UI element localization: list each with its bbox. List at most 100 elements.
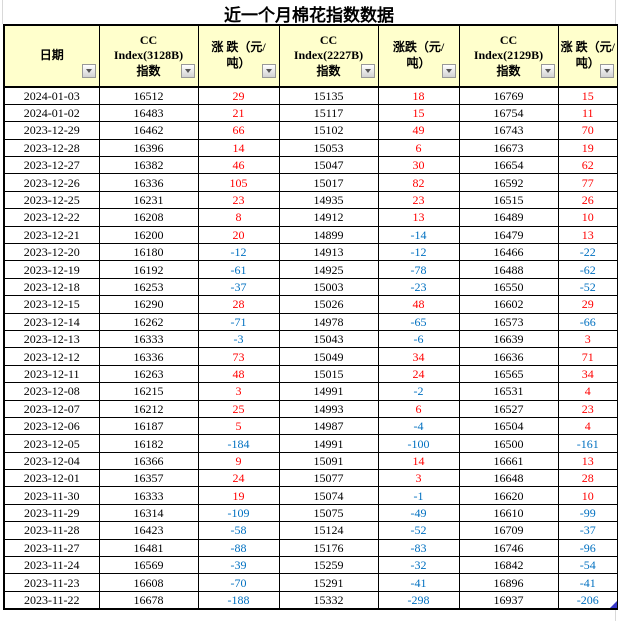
change-value-cell[interactable]: -2 xyxy=(377,382,460,401)
change-value-cell[interactable]: 62 xyxy=(557,156,618,175)
change-value-cell[interactable]: -41 xyxy=(377,573,460,592)
date-cell[interactable]: 2023-12-01 xyxy=(3,469,100,488)
autofilter-button-cc-index-2129b[interactable] xyxy=(540,64,555,78)
index-value-cell[interactable]: 14978 xyxy=(278,312,379,331)
index-value-cell[interactable]: 16592 xyxy=(458,173,559,192)
index-value-cell[interactable]: 16515 xyxy=(458,190,559,210)
change-value-cell[interactable]: 10 xyxy=(557,486,618,505)
change-value-cell[interactable]: -37 xyxy=(557,521,618,540)
index-value-cell[interactable]: 16466 xyxy=(458,243,559,262)
change-value-cell[interactable]: -41 xyxy=(557,573,618,592)
change-value-cell[interactable]: 3 xyxy=(197,382,280,401)
change-value-cell[interactable]: -184 xyxy=(197,434,280,453)
change-value-cell[interactable]: 13 xyxy=(557,225,618,245)
date-cell[interactable]: 2023-12-21 xyxy=(3,225,100,245)
change-value-cell[interactable]: 77 xyxy=(557,173,618,192)
index-value-cell[interactable]: 14991 xyxy=(278,382,379,401)
index-value-cell[interactable]: 16462 xyxy=(98,121,199,140)
change-value-cell[interactable]: -49 xyxy=(377,503,460,523)
change-value-cell[interactable]: 24 xyxy=(377,364,460,384)
date-cell[interactable]: 2023-12-26 xyxy=(3,173,100,192)
date-cell[interactable]: 2023-12-13 xyxy=(3,329,100,349)
index-value-cell[interactable]: 16673 xyxy=(458,138,559,158)
change-value-cell[interactable]: 26 xyxy=(557,190,618,210)
index-value-cell[interactable]: 14991 xyxy=(278,434,379,453)
change-value-cell[interactable]: -58 xyxy=(197,521,280,540)
index-value-cell[interactable]: 16396 xyxy=(98,138,199,158)
change-value-cell[interactable]: -4 xyxy=(377,416,460,436)
change-value-cell[interactable]: -83 xyxy=(377,538,460,558)
index-value-cell[interactable]: 16769 xyxy=(458,86,559,105)
index-value-cell[interactable]: 16602 xyxy=(458,295,559,314)
index-value-cell[interactable]: 16336 xyxy=(98,173,199,192)
date-cell[interactable]: 2023-12-14 xyxy=(3,312,100,331)
index-value-cell[interactable]: 15047 xyxy=(278,156,379,175)
date-cell[interactable]: 2023-12-29 xyxy=(3,121,100,140)
index-value-cell[interactable]: 16208 xyxy=(98,208,199,227)
column-header-change-3128b[interactable]: 涨 跌（元/ 吨） xyxy=(197,24,280,88)
column-header-change-2227b[interactable]: 涨跌（元/ 吨） xyxy=(377,24,460,88)
index-value-cell[interactable]: 16483 xyxy=(98,103,199,123)
index-value-cell[interactable]: 14935 xyxy=(278,190,379,210)
autofilter-button-cc-index-3128b[interactable] xyxy=(180,64,195,78)
change-value-cell[interactable]: 14 xyxy=(377,451,460,471)
index-value-cell[interactable]: 16648 xyxy=(458,469,559,488)
index-value-cell[interactable]: 16654 xyxy=(458,156,559,175)
index-value-cell[interactable]: 16610 xyxy=(458,503,559,523)
change-value-cell[interactable]: -66 xyxy=(557,312,618,331)
date-cell[interactable]: 2023-12-05 xyxy=(3,434,100,453)
index-value-cell[interactable]: 16527 xyxy=(458,399,559,418)
column-header-date[interactable]: 日期 xyxy=(3,24,100,88)
change-value-cell[interactable]: -22 xyxy=(557,243,618,262)
change-value-cell[interactable]: 49 xyxy=(377,121,460,140)
change-value-cell[interactable]: -12 xyxy=(377,243,460,262)
index-value-cell[interactable]: 16488 xyxy=(458,260,559,279)
column-header-cc-index-2129b[interactable]: CC Index(2129B) 指数 xyxy=(458,24,559,88)
index-value-cell[interactable]: 16333 xyxy=(98,329,199,349)
index-value-cell[interactable]: 15053 xyxy=(278,138,379,158)
index-value-cell[interactable]: 16743 xyxy=(458,121,559,140)
change-value-cell[interactable]: 46 xyxy=(197,156,280,175)
date-cell[interactable]: 2023-12-22 xyxy=(3,208,100,227)
index-value-cell[interactable]: 15291 xyxy=(278,573,379,592)
date-cell[interactable]: 2023-12-04 xyxy=(3,451,100,471)
date-cell[interactable]: 2023-11-28 xyxy=(3,521,100,540)
change-value-cell[interactable]: 5 xyxy=(197,416,280,436)
change-value-cell[interactable]: -3 xyxy=(197,329,280,349)
index-value-cell[interactable]: 16336 xyxy=(98,347,199,366)
change-value-cell[interactable]: -188 xyxy=(197,590,280,610)
index-value-cell[interactable]: 15003 xyxy=(278,277,379,297)
change-value-cell[interactable]: 29 xyxy=(197,86,280,105)
index-value-cell[interactable]: 16842 xyxy=(458,556,559,575)
index-value-cell[interactable]: 16512 xyxy=(98,86,199,105)
index-value-cell[interactable]: 16357 xyxy=(98,469,199,488)
index-value-cell[interactable]: 16212 xyxy=(98,399,199,418)
change-value-cell[interactable]: 48 xyxy=(377,295,460,314)
change-value-cell[interactable]: -71 xyxy=(197,312,280,331)
change-value-cell[interactable]: 13 xyxy=(557,451,618,471)
change-value-cell[interactable]: 3 xyxy=(377,469,460,488)
change-value-cell[interactable]: 30 xyxy=(377,156,460,175)
date-cell[interactable]: 2023-11-27 xyxy=(3,538,100,558)
index-value-cell[interactable]: 16746 xyxy=(458,538,559,558)
date-cell[interactable]: 2023-12-11 xyxy=(3,364,100,384)
index-value-cell[interactable]: 14913 xyxy=(278,243,379,262)
change-value-cell[interactable]: 8 xyxy=(197,208,280,227)
index-value-cell[interactable]: 14899 xyxy=(278,225,379,245)
autofilter-button-change-3128b[interactable] xyxy=(261,64,276,78)
index-value-cell[interactable]: 15259 xyxy=(278,556,379,575)
index-value-cell[interactable]: 16565 xyxy=(458,364,559,384)
change-value-cell[interactable]: 23 xyxy=(557,399,618,418)
change-value-cell[interactable]: -37 xyxy=(197,277,280,297)
change-value-cell[interactable]: 71 xyxy=(557,347,618,366)
index-value-cell[interactable]: 15124 xyxy=(278,521,379,540)
index-value-cell[interactable]: 16366 xyxy=(98,451,199,471)
index-value-cell[interactable]: 15049 xyxy=(278,347,379,366)
date-cell[interactable]: 2023-12-15 xyxy=(3,295,100,314)
change-value-cell[interactable]: -6 xyxy=(377,329,460,349)
index-value-cell[interactable]: 16481 xyxy=(98,538,199,558)
change-value-cell[interactable]: -61 xyxy=(197,260,280,279)
change-value-cell[interactable]: 4 xyxy=(557,416,618,436)
index-value-cell[interactable]: 16937 xyxy=(458,590,559,610)
change-value-cell[interactable]: -65 xyxy=(377,312,460,331)
